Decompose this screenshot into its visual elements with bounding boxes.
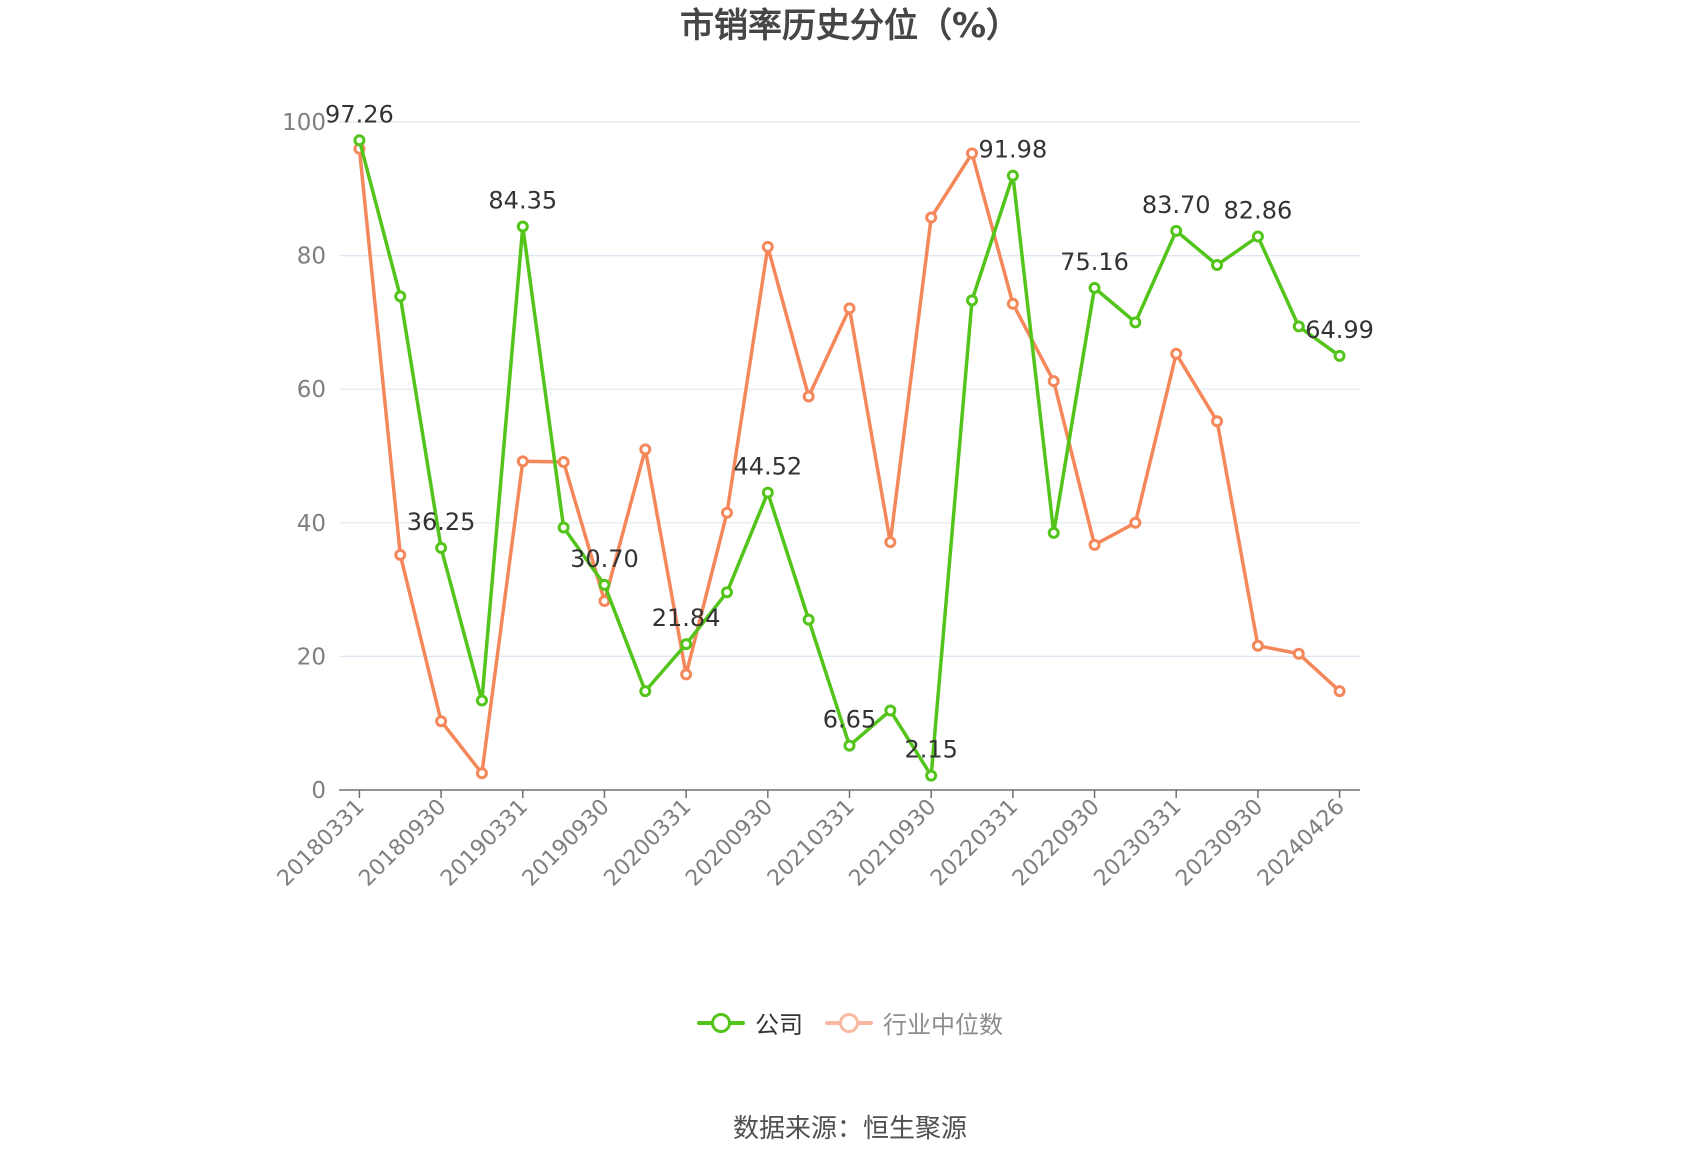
company-point <box>1292 320 1305 333</box>
industry-point <box>394 548 407 561</box>
legend-item-company[interactable]: 公司 <box>697 1005 803 1040</box>
company-point <box>1088 281 1101 294</box>
industry-point <box>1088 538 1101 551</box>
company-point <box>884 704 897 717</box>
industry-point <box>843 302 856 315</box>
industry-point <box>1129 516 1142 529</box>
company-point <box>1170 224 1183 237</box>
legend-item-industry[interactable]: 行业中位数 <box>825 1005 1003 1040</box>
company-point <box>1129 316 1142 329</box>
industry-point <box>435 715 448 728</box>
x-tick-label: 20230930 <box>1171 795 1268 892</box>
y-tick-label: 20 <box>297 644 326 670</box>
industry-point <box>884 536 897 549</box>
data-label: 84.35 <box>488 187 557 215</box>
axes: 0 20 40 60 80 100 2018033120180930201903312019… <box>273 110 1360 891</box>
company-point <box>557 521 570 534</box>
y-tick-label: 80 <box>297 244 326 270</box>
x-tick-label: 20210930 <box>845 795 942 892</box>
x-tick-label: 20200331 <box>600 795 697 892</box>
industry-point <box>475 767 488 780</box>
data-label: 36.25 <box>407 508 476 536</box>
industry-point <box>639 443 652 456</box>
company-point <box>966 294 979 307</box>
company-point <box>1333 349 1346 362</box>
company-point <box>1251 230 1264 243</box>
industry-point <box>966 147 979 160</box>
data-label: 97.26 <box>325 100 394 128</box>
industry-point <box>802 390 815 403</box>
industry-point <box>761 240 774 253</box>
company-point <box>1211 258 1224 271</box>
x-tick-label: 20240426 <box>1253 795 1350 892</box>
legend: 公司 行业中位数 <box>0 1005 1700 1040</box>
industry-point <box>925 211 938 224</box>
company-point <box>516 220 529 233</box>
data-label: 64.99 <box>1305 316 1374 344</box>
x-tick-label: 20220331 <box>926 795 1023 892</box>
data-label: 21.84 <box>652 604 721 632</box>
chart-title: 市销率历史分位（%） <box>679 6 1021 46</box>
data-label: 6.65 <box>823 706 876 734</box>
company-point <box>394 290 407 303</box>
industry-point <box>1333 685 1346 698</box>
x-tick-label: 20200930 <box>681 795 778 892</box>
y-tick-label: 60 <box>297 377 326 403</box>
industry-point <box>1170 347 1183 360</box>
industry-point <box>557 456 570 469</box>
y-tick-label: 0 <box>311 778 326 804</box>
data-source-note: 数据来源：恒生聚源 <box>732 1114 967 1144</box>
data-labels: 97.26 36.25 84.35 30.70 21.84 44.52 6.65 2.15 91… <box>325 100 1374 763</box>
company-line <box>357 139 1341 778</box>
industry-point <box>516 455 529 468</box>
x-tick-label: 20180331 <box>273 795 370 892</box>
industry-point <box>680 668 693 681</box>
legend-company-label: 公司 <box>755 1011 803 1039</box>
data-label: 75.16 <box>1060 248 1129 276</box>
company-point <box>802 613 815 626</box>
industry-point <box>720 506 733 519</box>
y-tick-label: 100 <box>282 110 326 136</box>
data-label: 83.70 <box>1142 191 1211 219</box>
x-tick-label: 20190930 <box>518 795 615 892</box>
industry-point <box>1211 415 1224 428</box>
x-tick-label: 20180930 <box>354 795 451 892</box>
company-point <box>761 486 774 499</box>
company-point <box>435 541 448 554</box>
data-label: 44.52 <box>733 453 802 481</box>
company-point <box>639 685 652 698</box>
company-point <box>1006 169 1019 182</box>
series-industry <box>353 142 1346 780</box>
industry-point <box>1006 297 1019 310</box>
company-point <box>925 769 938 782</box>
data-label: 2.15 <box>904 736 957 764</box>
y-tick-label: 40 <box>297 511 326 537</box>
data-label: 82.86 <box>1224 196 1293 224</box>
x-tick-label: 20220930 <box>1008 795 1105 892</box>
data-label: 30.70 <box>570 545 639 573</box>
legend-company-line-icon <box>697 1012 745 1034</box>
industry-point <box>1251 639 1264 652</box>
series <box>353 134 1346 782</box>
industry-point <box>1292 647 1305 660</box>
data-label: 91.98 <box>979 136 1048 164</box>
company-point <box>1047 526 1060 539</box>
x-tick-label: 20210331 <box>763 795 860 892</box>
x-tick-label: 20230331 <box>1090 795 1187 892</box>
company-point <box>353 134 366 147</box>
company-point <box>598 578 611 591</box>
series-company <box>353 134 1346 782</box>
x-tick-label: 20190331 <box>436 795 533 892</box>
company-point <box>680 638 693 651</box>
legend-industry-label: 行业中位数 <box>883 1011 1003 1039</box>
company-point <box>843 739 856 752</box>
company-point <box>720 586 733 599</box>
company-point <box>475 694 488 707</box>
legend-industry-line-icon <box>825 1012 873 1034</box>
industry-point <box>1047 375 1060 388</box>
